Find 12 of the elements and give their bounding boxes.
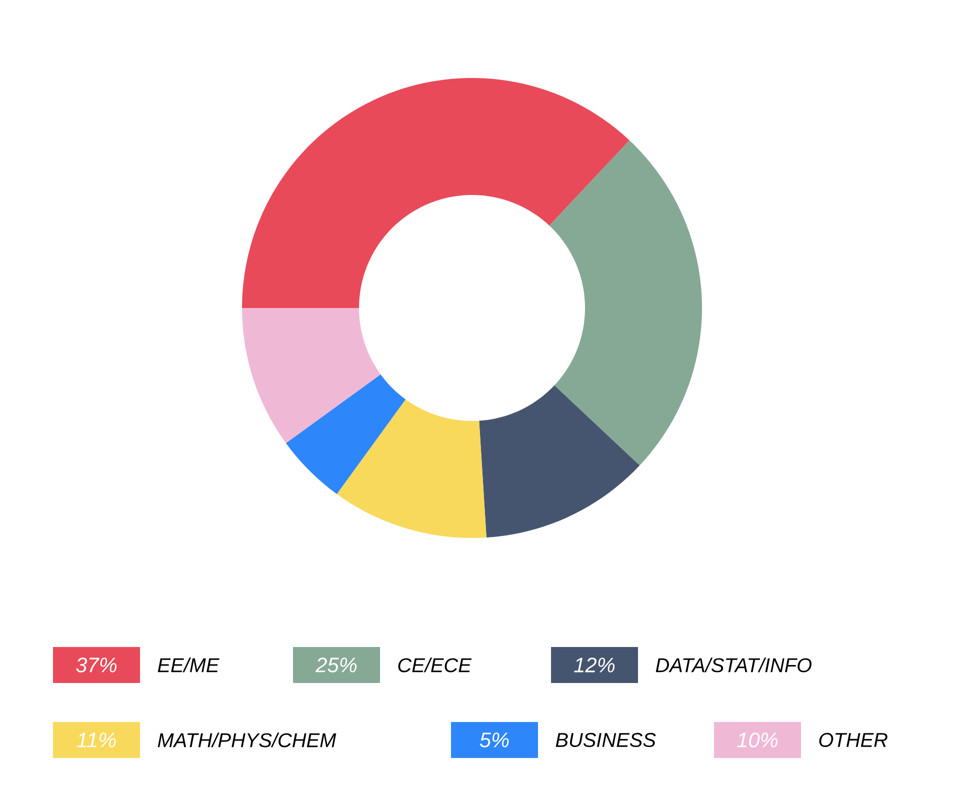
data-label: 12% <box>574 658 615 672</box>
data-label: 37% <box>76 658 117 672</box>
data-label: 11% <box>76 732 116 748</box>
data-label: 10% <box>737 732 778 748</box>
legend-label: DATA/STAT/INFO <box>656 658 812 672</box>
legend-label: BUSINESS <box>556 732 656 748</box>
legend-label: OTHER <box>819 732 888 748</box>
legend-label: EE/ME <box>158 658 220 672</box>
legend-label: CE/ECE <box>398 658 472 672</box>
legend-label: MATH/PHYS/CHEM <box>158 732 336 748</box>
data-label: 25% <box>315 658 357 672</box>
data-label: 5% <box>480 732 509 748</box>
